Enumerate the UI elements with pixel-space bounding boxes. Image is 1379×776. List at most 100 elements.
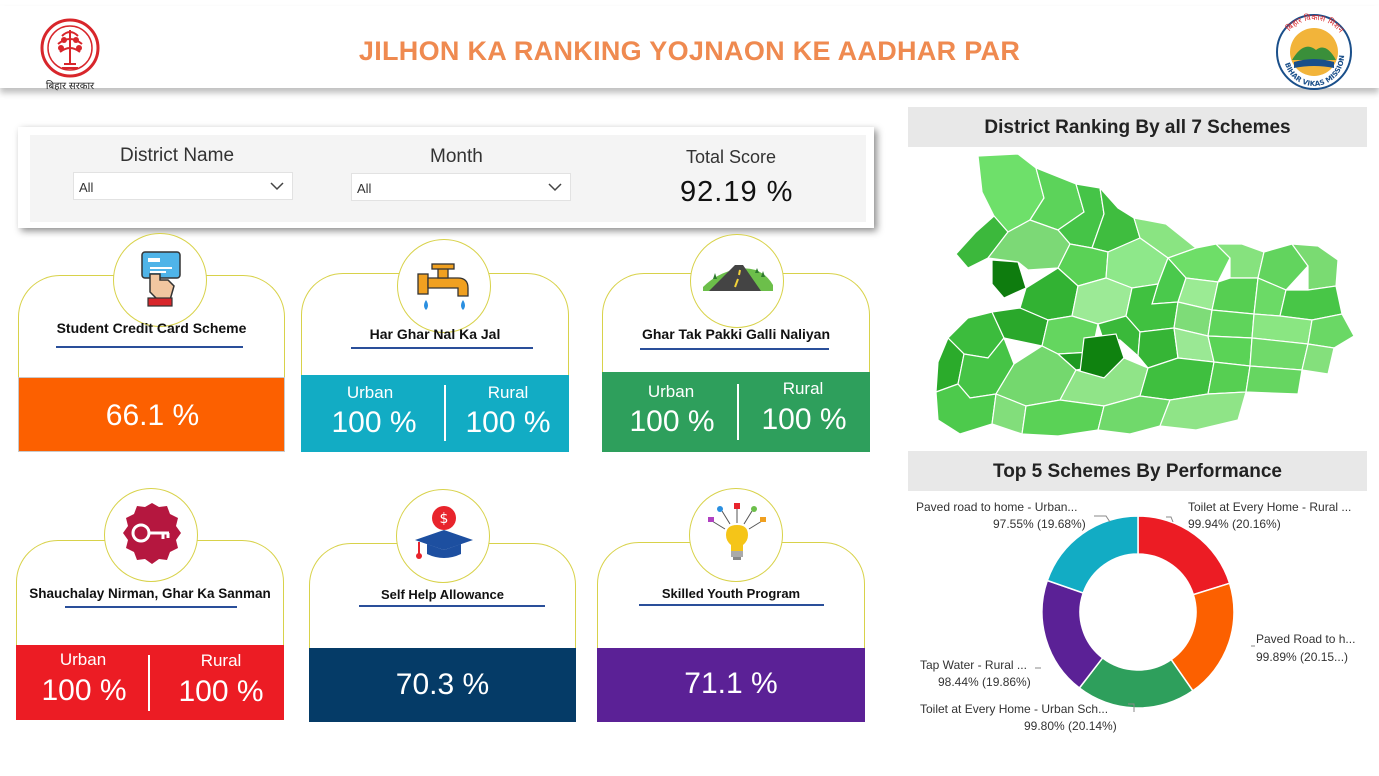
key-badge-icon [123, 503, 181, 564]
map-district [1257, 243, 1309, 291]
card-value: 71.1 % [684, 667, 778, 700]
card-icon-circle [689, 488, 783, 582]
total-score-label: Total Score [686, 147, 777, 167]
total-score-value: 92.19 % [680, 176, 794, 208]
road-icon [703, 265, 773, 291]
donut-label-name: Paved road to home - Urban... [916, 500, 1078, 514]
shauchalay-nirman-card[interactable]: Shauchalay Nirman, Ghar Ka Sanman Urban … [16, 488, 284, 720]
card-icon-circle [113, 233, 207, 327]
donut-label-name: Paved Road to h... [1256, 632, 1356, 646]
map-district [1307, 313, 1355, 349]
rural-value: 100 % [761, 403, 847, 436]
month-dropdown[interactable]: All [351, 173, 571, 201]
title-underline [639, 604, 824, 606]
title-underline [56, 346, 243, 348]
district-dropdown-value: All [79, 180, 94, 195]
map-district [1301, 343, 1335, 375]
har-ghar-nal-ka-jal-card[interactable]: Har Ghar Nal Ka Jal Urban 100 % Rural 10… [301, 239, 569, 452]
band-divider [737, 384, 739, 440]
map-panel-title: District Ranking By all 7 Schemes [908, 107, 1367, 147]
urban-value: 100 % [41, 674, 127, 707]
urban-value: 100 % [629, 405, 715, 438]
skilled-youth-program-card[interactable]: Skilled Youth Program 71.1 % [597, 488, 865, 722]
card-icon-circle [104, 488, 198, 582]
district-filter-label: District Name [120, 145, 235, 166]
map-district [1279, 285, 1343, 321]
donut-chart[interactable]: Toilet at Every Home - Rural ... 99.94% … [908, 490, 1378, 750]
month-filter-label: Month [430, 146, 483, 167]
header-bar: बिहार सरकार JILHON KA RANKING YOJNAON KE… [0, 6, 1379, 92]
mission-emblem-icon: बिहार विकास मिशन BIHAR VIKAS MISSION [1276, 12, 1352, 90]
filter-panel-inner: District Name All Month All Total Score … [30, 135, 866, 222]
urban-label: Urban [346, 383, 394, 402]
svg-text:$: $ [440, 511, 449, 527]
map-district [1207, 361, 1251, 395]
credit-card-icon [141, 251, 181, 307]
rural-value: 100 % [465, 406, 551, 439]
district-dropdown[interactable]: All [73, 172, 293, 200]
ghar-tak-pakki-galli-card[interactable]: Ghar Tak Pakki Galli Naliyan Urban 100 %… [602, 234, 870, 452]
district-map[interactable] [908, 148, 1367, 440]
urban-label: Urban [647, 382, 695, 401]
band-divider [148, 655, 150, 711]
card-value-band: 70.3 % [309, 648, 576, 722]
donut-label-name: Toilet at Every Home - Rural ... [1188, 500, 1352, 514]
title-underline [359, 605, 545, 607]
donut-label-value: 99.80% (20.14%) [1024, 719, 1117, 733]
leader-line [1094, 515, 1111, 523]
month-dropdown-value: All [357, 181, 372, 196]
donut-label-value: 98.44% (19.86%) [938, 675, 1031, 689]
donut-label-name: Tap Water - Rural ... [920, 658, 1027, 672]
card-value-band: Urban 100 % Rural 100 % [301, 375, 569, 452]
card-title: Student Credit Card Scheme [56, 320, 247, 336]
map-district [1249, 337, 1309, 371]
card-title: Shauchalay Nirman, Ghar Ka Sanman [29, 586, 271, 601]
map-district [1211, 277, 1259, 315]
card-title: Ghar Tak Pakki Galli Naliyan [641, 326, 831, 342]
title-underline [65, 606, 237, 608]
map-district [1159, 391, 1247, 431]
bihar-district-map [935, 153, 1355, 437]
water-tap-icon [417, 263, 469, 310]
card-title: Har Ghar Nal Ka Jal [369, 326, 501, 342]
card-value-band: 71.1 % [597, 648, 865, 722]
donut-panel-title: Top 5 Schemes By Performance [908, 451, 1367, 491]
bihar-emblem-icon [40, 18, 100, 78]
leader-line [1166, 516, 1174, 523]
rural-label: Rural [782, 379, 824, 398]
bihar-government-logo: बिहार सरकार [34, 14, 106, 92]
card-value-band: Urban 100 % Rural 100 % [16, 645, 284, 720]
rural-value: 100 % [178, 675, 264, 708]
card-value: 70.3 % [395, 668, 490, 701]
title-underline [640, 348, 829, 350]
graduation-money-icon: $ [415, 506, 473, 559]
donut-chart-svg [1035, 515, 1255, 712]
card-icon-circle: $ [396, 489, 490, 583]
student-credit-card-card[interactable]: Student Credit Card Scheme 66.1 % [18, 233, 285, 452]
rural-label: Rural [487, 383, 529, 402]
page-title: JILHON KA RANKING YOJNAON KE AADHAR PAR [358, 36, 1021, 66]
card-value: 66.1 % [105, 399, 200, 432]
card-value-band: Urban 100 % Rural 100 % [602, 372, 870, 452]
donut-slice-4[interactable] [1046, 515, 1139, 594]
urban-value: 100 % [331, 406, 417, 439]
map-district [1245, 365, 1303, 395]
lightbulb-ideas-icon [708, 503, 766, 560]
card-icon-circle [397, 239, 491, 333]
self-help-allowance-card[interactable]: $ Self Help Allowance 70.3 % [309, 489, 576, 722]
chevron-down-icon [548, 183, 562, 192]
card-icon-circle [690, 234, 784, 328]
band-divider [444, 385, 446, 441]
card-title: Skilled Youth Program [661, 586, 801, 601]
card-value-band: 66.1 % [18, 377, 285, 452]
chevron-down-icon [270, 182, 284, 191]
title-underline [351, 347, 533, 349]
map-district [1021, 399, 1105, 437]
logo-caption: बिहार सरकार [45, 81, 95, 92]
card-title: Self Help Allowance [380, 587, 505, 602]
donut-label-value: 99.94% (20.16%) [1188, 517, 1281, 531]
filter-panel: District Name All Month All Total Score … [18, 127, 874, 228]
bihar-vikas-mission-logo: बिहार विकास मिशन BIHAR VIKAS MISSION [1272, 12, 1356, 97]
donut-label-value: 99.89% (20.15...) [1256, 650, 1349, 664]
rural-label: Rural [200, 651, 242, 670]
